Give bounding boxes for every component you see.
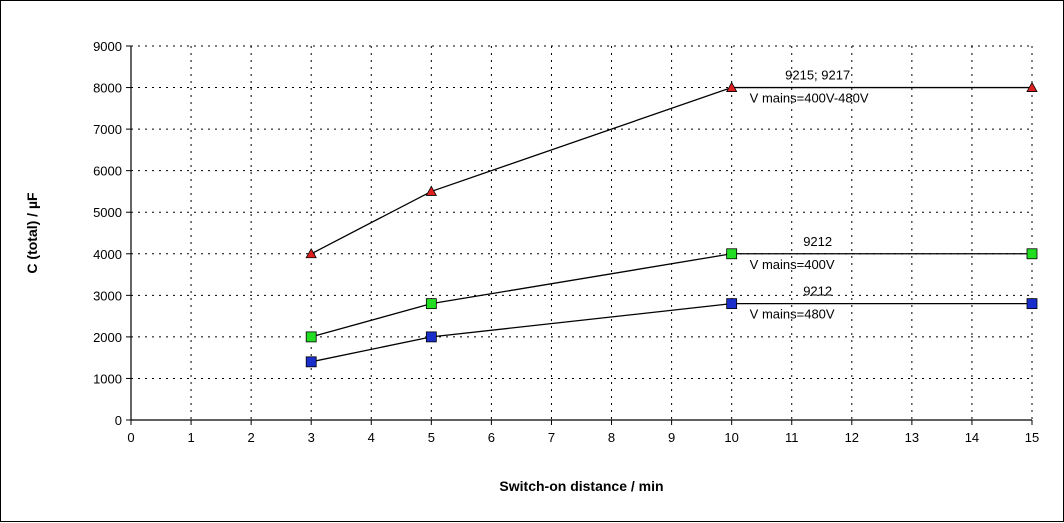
y-tick-label: 4000 [93,247,122,262]
x-tick-label: 15 [1025,430,1039,445]
x-tick-label: 3 [308,430,315,445]
y-tick-label: 7000 [93,122,122,137]
data-point-square [726,298,738,310]
annotations: 9215; 9217 V mains=400V-480V 9212 V mains=4… [750,68,869,322]
x-tick-label: 6 [488,430,495,445]
y-tick-label: 5000 [93,205,122,220]
data-point-square [305,356,317,368]
data-point-triangle [425,185,438,196]
y-tick-label: 6000 [93,164,122,179]
data-point-square [1026,298,1038,310]
axes [126,45,1033,425]
annotation-sublabel: V mains=480V [750,307,835,322]
x-tick-label: 0 [127,430,134,445]
x-tick-label: 5 [428,430,435,445]
x-tick-label: 8 [608,430,615,445]
data-point-square [726,248,738,260]
annotation-label: 9212 [803,284,832,299]
data-point-square [425,298,437,310]
data-point-square [1026,248,1038,260]
annotation-label: 9215; 9217 [785,68,850,83]
y-tick-label: 8000 [93,81,122,96]
x-tick-label: 2 [248,430,255,445]
data-point-triangle [305,247,317,259]
tick-labels: 0 1 2 3 4 5 6 7 8 9 10 11 12 13 14 15010002000300040005… [93,39,1039,445]
x-tick-label: 11 [785,430,799,445]
data-point-triangle [1026,81,1038,92]
data-point-square [425,331,437,343]
annotation-label: 9212 [803,234,832,249]
series-line [311,253,1032,338]
y-tick-label: 9000 [93,39,122,54]
x-tick-label: 13 [905,430,919,445]
y-tick-label: 2000 [93,330,122,345]
x-axis-title: Switch-on distance / min [499,478,663,494]
x-tick-label: 4 [368,430,375,445]
series-lines [310,86,1032,363]
annotation-sublabel: V mains=400V [750,257,835,272]
grid-lines [131,45,1033,420]
y-tick-label: 1000 [93,371,122,386]
data-point-triangle [725,81,738,92]
x-tick-label: 9 [668,430,675,445]
series-markers [305,81,1038,368]
x-tick-label: 1 [187,430,194,445]
y-axis-title: C (total) / µF [24,192,40,274]
x-tick-label: 14 [965,430,979,445]
series-line [310,86,1032,255]
x-tick-label: 12 [845,430,859,445]
y-tick-label: 0 [115,413,122,428]
x-tick-label: 10 [724,430,738,445]
annotation-sublabel: V mains=400V-480V [750,91,869,106]
y-tick-label: 3000 [93,288,122,303]
series-line [311,302,1032,363]
data-point-square [305,331,317,343]
x-tick-label: 7 [548,430,555,445]
